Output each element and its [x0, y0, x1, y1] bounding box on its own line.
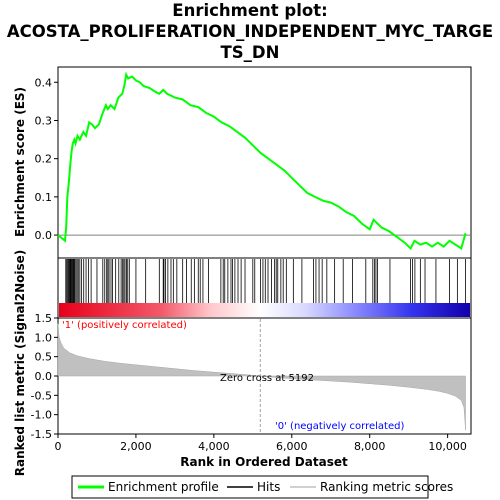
title-line-3: TS_DN — [220, 43, 280, 62]
x-tick-label: 0 — [55, 440, 62, 453]
hit-lines — [65, 259, 466, 303]
x-tick-label: 6,000 — [276, 440, 308, 453]
legend-ranking-label: Ranking metric scores — [320, 480, 453, 494]
positive-correlation-label: '1' (positively correlated) — [62, 320, 187, 331]
zero-cross-label: Zero cross at 5192 — [220, 373, 314, 384]
ranked-y-tick-label: 0.0 — [35, 370, 53, 383]
hits-panel — [57, 257, 472, 319]
legend: Enrichment profile Hits Ranking metric s… — [71, 475, 453, 499]
negative-correlation-label: '0' (negatively correlated) — [275, 421, 404, 432]
chart-title: Enrichment plot: ACOSTA_PROLIFERATION_IN… — [0, 0, 500, 63]
es-y-tick-label: 0.2 — [35, 153, 53, 166]
es-y-axis-label: Enrichment score (ES) — [13, 87, 27, 237]
x-tick-label: 10,000 — [428, 440, 467, 453]
es-panel-frame — [57, 66, 472, 259]
legend-hits-label: Hits — [257, 480, 280, 494]
ranked-y-tick-label: -0.5 — [31, 389, 52, 402]
rank-color-bar — [59, 303, 470, 317]
es-y-tick-label: 0.4 — [35, 76, 53, 89]
es-y-tick-label: 0.0 — [35, 229, 53, 242]
title-line-1: Enrichment plot: — [172, 1, 328, 20]
legend-enrichment-label: Enrichment profile — [108, 480, 219, 494]
es-y-tick-label: 0.3 — [35, 114, 53, 127]
es-y-tick-label: 0.1 — [35, 191, 53, 204]
x-tick-label: 2,000 — [120, 440, 152, 453]
ranked-y-tick-label: 0.5 — [35, 351, 53, 364]
ranked-y-tick-label: 1.0 — [35, 331, 53, 344]
ranked-y-ticks: -1.5 -1.0 -0.5 0.0 0.5 1.0 1.5 — [31, 312, 58, 441]
ranked-metric-panel: -1.5 -1.0 -0.5 0.0 0.5 1.0 1.5 '1' (positively… — [13, 250, 472, 477]
title-line-2: ACOSTA_PROLIFERATION_INDEPENDENT_MYC_TAR… — [6, 22, 494, 41]
ranked-y-axis-label: Ranked list metric (Signal2Noise) — [13, 250, 27, 477]
x-axis-label: Rank in Ordered Dataset — [180, 455, 348, 469]
es-panel: 0.0 0.1 0.2 0.3 0.4 Enrichment score (ES) — [13, 66, 472, 259]
ranked-y-tick-label: -1.5 — [31, 428, 52, 441]
x-tick-label: 8,000 — [354, 440, 386, 453]
ranked-y-tick-label: -1.0 — [31, 409, 52, 422]
enrichment-profile-line — [57, 71, 467, 251]
x-axis-ticks: 0 2,000 4,000 6,000 8,000 10,000 — [55, 434, 467, 453]
x-tick-label: 4,000 — [198, 440, 230, 453]
es-y-ticks: 0.0 0.1 0.2 0.3 0.4 — [35, 76, 58, 242]
ranked-y-tick-label: 1.5 — [35, 312, 53, 325]
